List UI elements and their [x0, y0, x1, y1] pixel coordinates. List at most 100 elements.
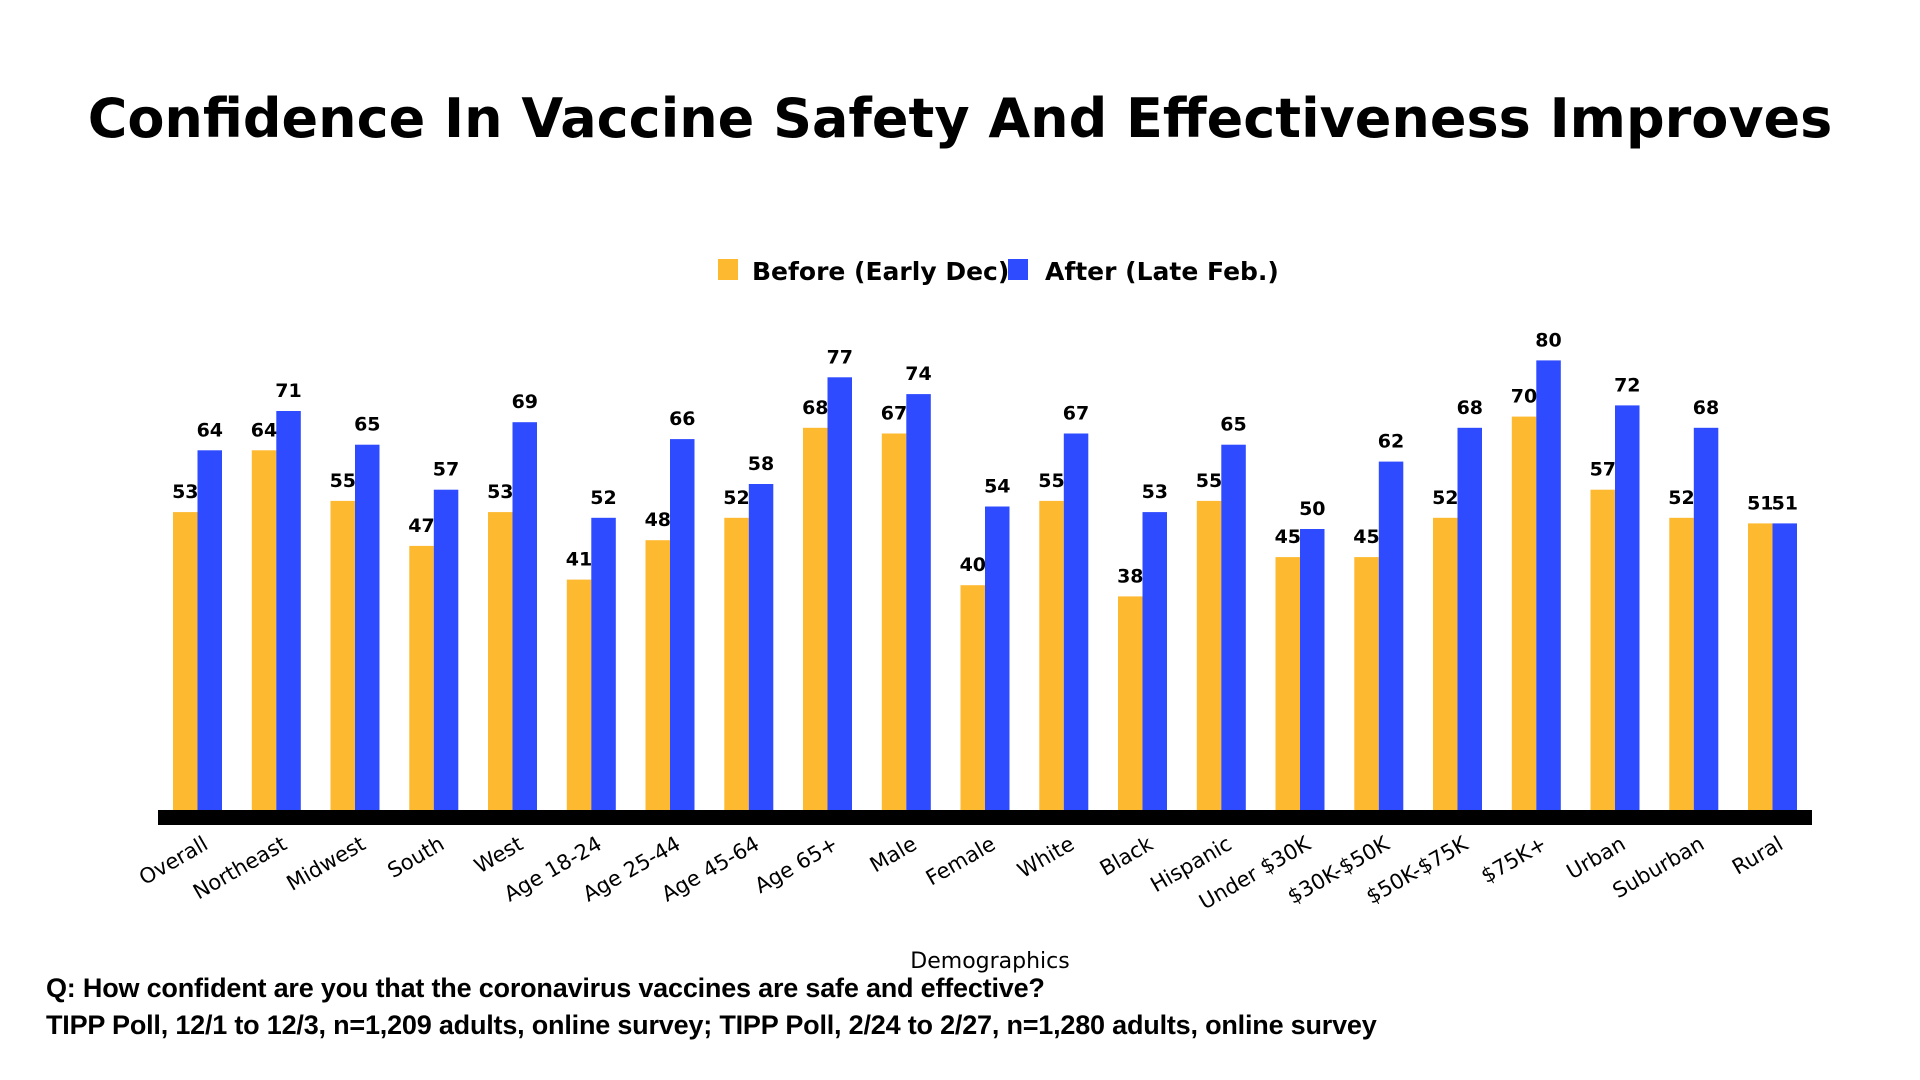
bar-after-30k-50k: [1378, 461, 1404, 810]
category-label-75kplus: $75K+: [1477, 832, 1551, 889]
bar-after-northeast: [276, 411, 301, 810]
value-label-after-suburban: 68: [1693, 397, 1719, 419]
survey-question: Q: How confident are you that the corona…: [46, 973, 1045, 1003]
category-label-west: West: [470, 832, 527, 879]
bar-before-rural: [1748, 523, 1773, 810]
x-axis-title: Demographics: [910, 949, 1069, 974]
bar-before-female: [960, 585, 985, 810]
value-label-before-urban: 57: [1590, 459, 1616, 481]
bar-before-age-65plus: [803, 427, 828, 810]
bar-after-black: [1142, 512, 1167, 810]
bar-before-age-25-44: [645, 540, 670, 810]
bar-after-age-65plus: [827, 377, 852, 810]
legend-swatch-before: [718, 259, 738, 280]
value-label-before-overall: 53: [172, 481, 198, 503]
value-label-before-black: 38: [1117, 565, 1143, 587]
bar-before-urban: [1590, 489, 1615, 810]
value-label-before-west: 53: [487, 481, 513, 503]
value-label-before-hispanic: 55: [1196, 470, 1222, 492]
value-label-before-south: 47: [408, 515, 434, 537]
value-label-after-male: 74: [905, 363, 931, 385]
value-label-after-30k-50k: 62: [1378, 431, 1404, 453]
value-label-before-northeast: 64: [251, 419, 277, 441]
legend-swatch-after: [1008, 259, 1028, 280]
bar-after-suburban: [1693, 427, 1719, 810]
value-label-before-30k-50k: 45: [1353, 526, 1379, 548]
value-label-after-midwest: 65: [354, 414, 380, 436]
value-label-before-under-30k: 45: [1275, 526, 1301, 548]
value-label-after-overall: 64: [197, 419, 223, 441]
bar-before-south: [409, 545, 434, 810]
value-label-before-age-45-64: 52: [723, 487, 749, 509]
bar-before-under-30k: [1275, 557, 1300, 810]
bar-after-age-45-64: [748, 484, 774, 810]
value-label-after-west: 69: [512, 391, 538, 413]
x-axis-line: [158, 810, 1812, 825]
category-label-male: Male: [866, 832, 921, 878]
bar-after-75kplus: [1536, 360, 1561, 810]
value-label-after-northeast: 71: [275, 380, 301, 402]
legend-label-before: Before (Early Dec): [752, 257, 1009, 286]
value-label-after-urban: 72: [1614, 374, 1640, 396]
bar-after-rural: [1772, 523, 1797, 810]
bar-after-white: [1063, 433, 1089, 810]
bar-before-midwest: [330, 500, 355, 810]
value-label-after-black: 53: [1142, 481, 1168, 503]
bar-after-under-30k: [1300, 529, 1325, 810]
value-label-before-age-18-24: 41: [566, 549, 592, 571]
bar-before-hispanic: [1196, 500, 1222, 810]
bar-before-75kplus: [1511, 416, 1537, 810]
value-label-before-age-65plus: 68: [802, 397, 828, 419]
bar-before-overall: [173, 512, 198, 810]
category-label-female: Female: [922, 832, 1000, 891]
value-label-before-female: 40: [960, 554, 986, 576]
value-label-after-south: 57: [433, 459, 459, 481]
bar-after-male: [906, 394, 931, 810]
bar-after-overall: [197, 450, 222, 810]
category-label-rural: Rural: [1728, 832, 1787, 880]
value-label-before-age-25-44: 48: [645, 509, 671, 531]
category-label-white: White: [1013, 832, 1078, 883]
value-label-after-female: 54: [984, 476, 1010, 498]
value-label-before-rural: 51: [1747, 492, 1773, 514]
bar-before-white: [1039, 500, 1064, 810]
legend-label-after: After (Late Feb.): [1045, 257, 1279, 286]
bar-before-age-45-64: [724, 517, 749, 810]
value-label-after-age-25-44: 66: [669, 408, 695, 430]
bar-after-age-25-44: [670, 439, 695, 810]
bar-after-female: [985, 506, 1010, 810]
value-label-after-50k-75k: 68: [1457, 397, 1483, 419]
survey-source: TIPP Poll, 12/1 to 12/3, n=1,209 adults,…: [46, 1010, 1377, 1040]
category-label-south: South: [383, 832, 448, 883]
value-label-before-white: 55: [1038, 470, 1064, 492]
bar-after-south: [433, 489, 459, 810]
bar-after-midwest: [355, 444, 380, 810]
value-label-before-75kplus: 70: [1511, 386, 1537, 408]
bar-before-male: [881, 433, 907, 810]
bar-before-suburban: [1669, 517, 1694, 810]
category-label-midwest: Midwest: [283, 832, 370, 896]
bar-before-black: [1118, 596, 1143, 810]
bar-before-west: [488, 512, 513, 810]
category-label-black: Black: [1096, 831, 1158, 881]
value-label-before-50k-75k: 52: [1432, 487, 1458, 509]
value-label-after-hispanic: 65: [1220, 414, 1246, 436]
value-label-after-age-45-64: 58: [748, 453, 774, 475]
value-label-before-midwest: 55: [330, 470, 356, 492]
value-label-after-rural: 51: [1772, 492, 1798, 514]
bars-group: [173, 360, 1797, 810]
bar-after-50k-75k: [1457, 427, 1482, 810]
value-label-after-age-18-24: 52: [590, 487, 616, 509]
bar-after-age-18-24: [591, 517, 616, 810]
value-label-after-age-65plus: 77: [827, 346, 853, 368]
value-label-after-75kplus: 80: [1535, 329, 1561, 351]
bar-before-50k-75k: [1433, 517, 1458, 810]
category-label-age-65plus: Age 65+: [751, 832, 842, 899]
value-label-after-white: 67: [1063, 403, 1089, 425]
chart-title: Confidence In Vaccine Safety And Effecti…: [88, 87, 1833, 150]
bar-before-30k-50k: [1354, 557, 1379, 810]
bar-before-age-18-24: [566, 579, 592, 810]
value-label-after-under-30k: 50: [1299, 498, 1325, 520]
